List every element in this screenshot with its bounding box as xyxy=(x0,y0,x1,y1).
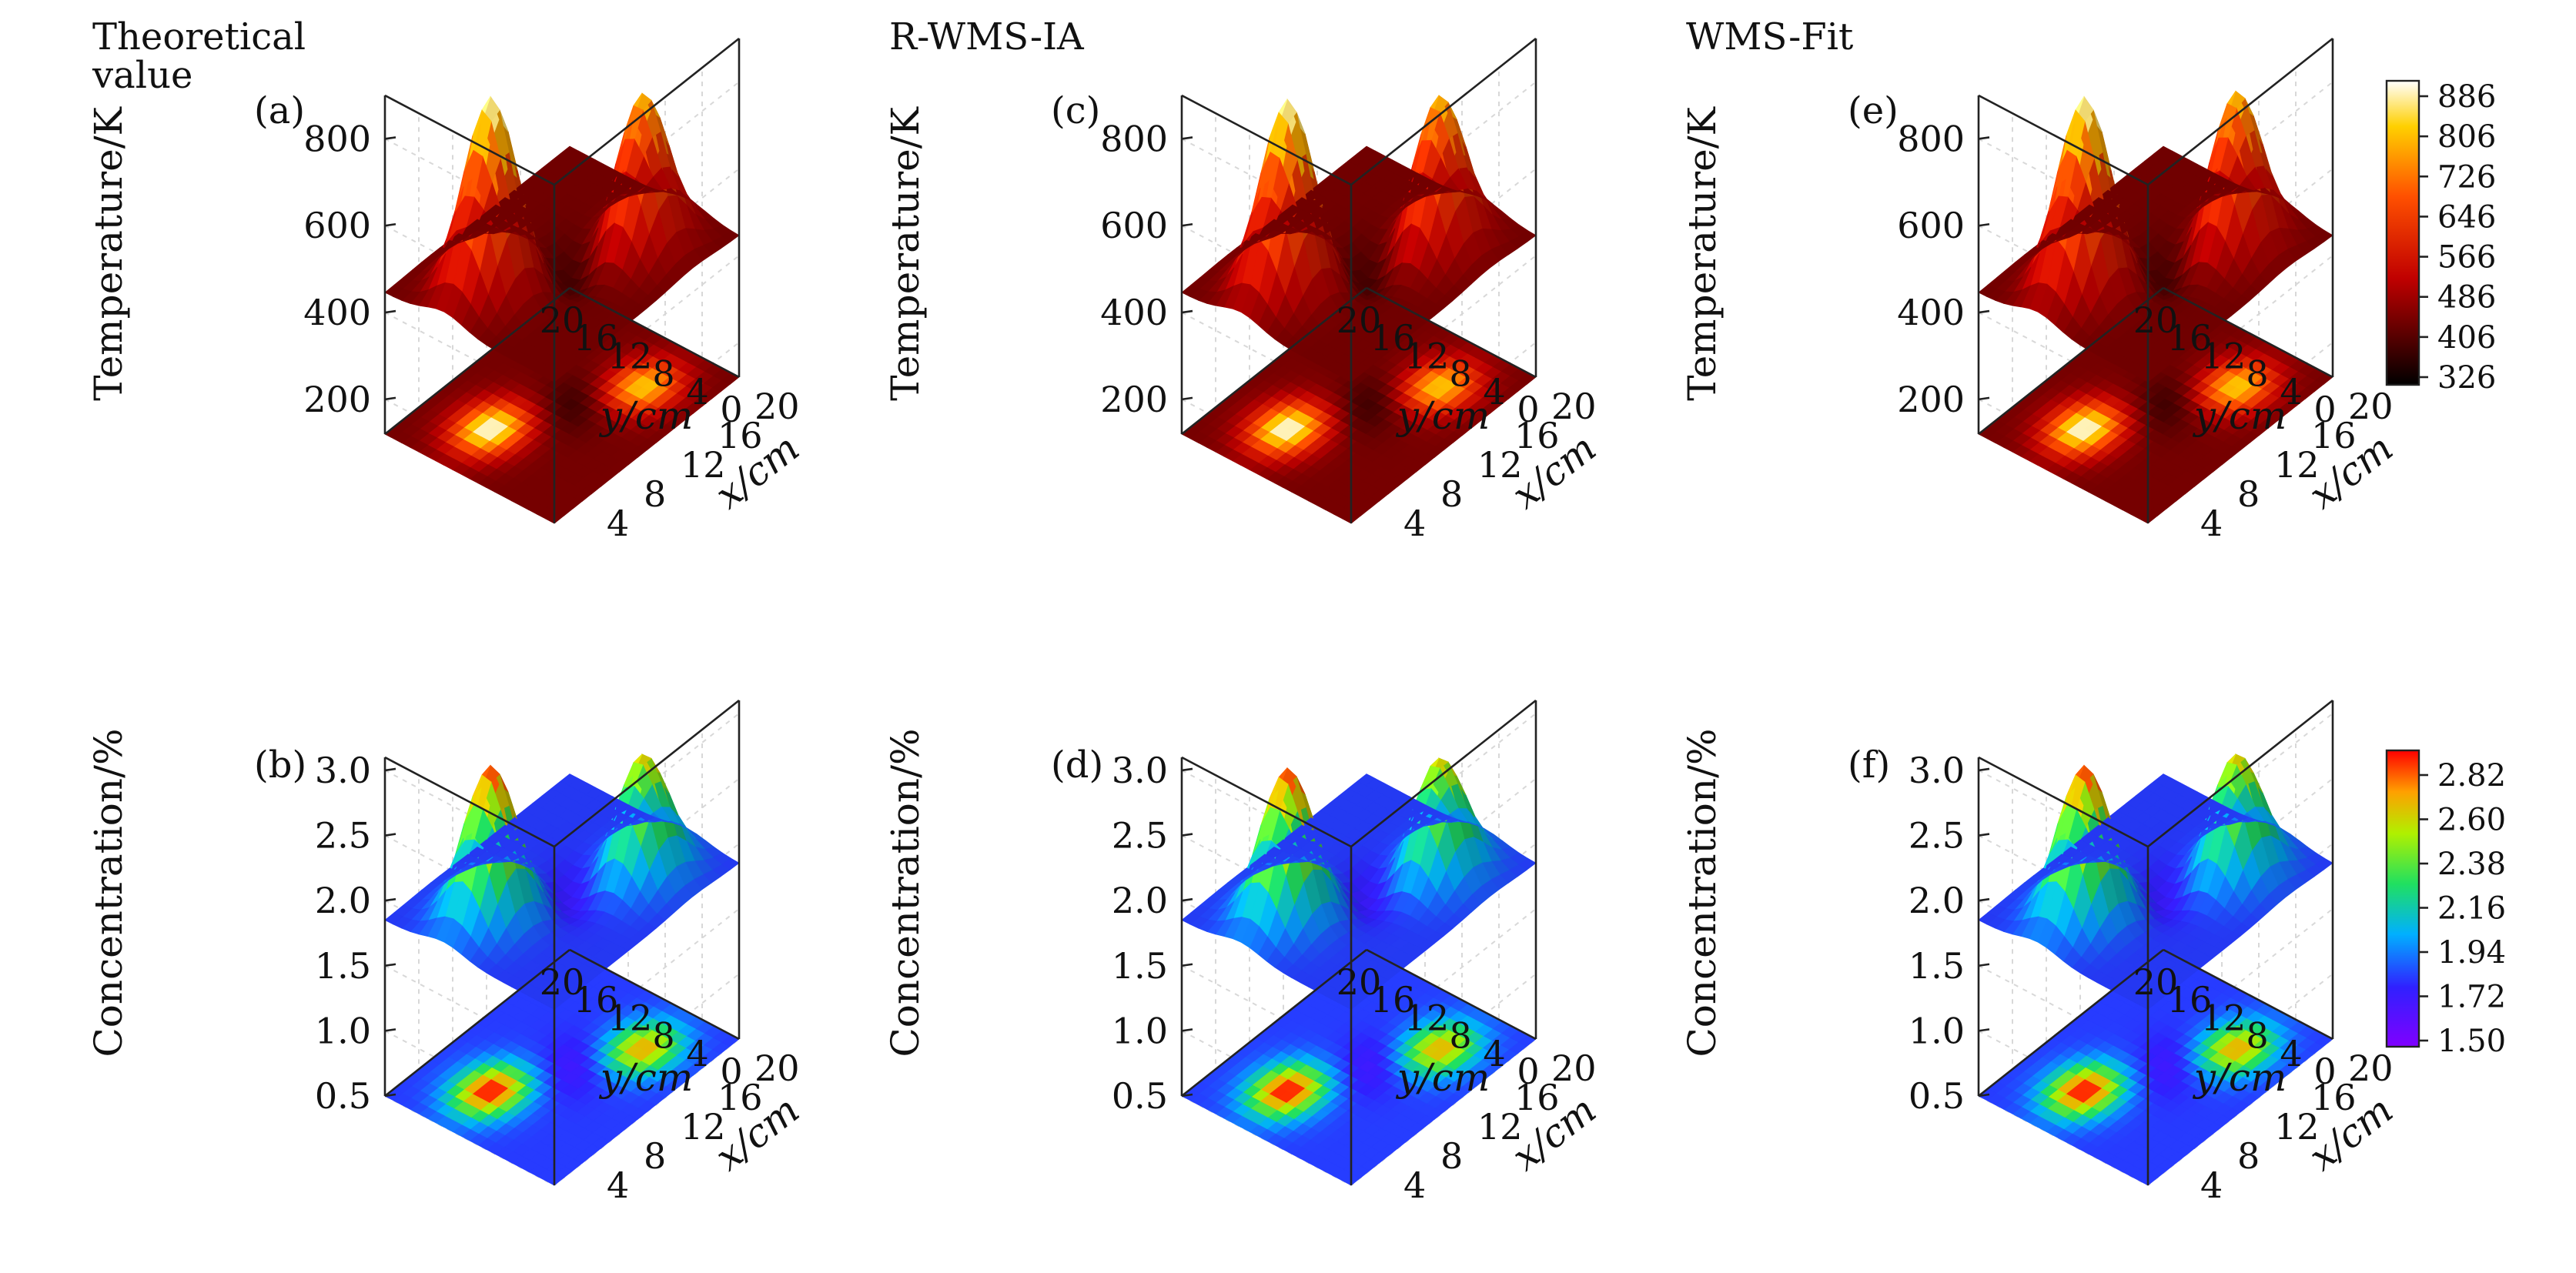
y-tick-label: 8 xyxy=(1449,353,1471,395)
x-tick-label: 8 xyxy=(644,1135,666,1177)
y-tick-label: 8 xyxy=(1449,1015,1471,1057)
x-tick-label: 20 xyxy=(754,1047,800,1089)
z-axis-label: Temperature/K xyxy=(1680,105,1725,400)
panel-title: Theoretical xyxy=(92,15,306,58)
axis-edge xyxy=(384,94,555,186)
z-tick-label: 600 xyxy=(1897,205,1965,246)
y-axis-label: y/cm xyxy=(2193,393,2287,438)
colorbar-label: 406 xyxy=(2437,320,2496,356)
y-tick-label: 20 xyxy=(540,299,585,341)
surface-cell xyxy=(384,284,403,297)
z-tick-label: 1.5 xyxy=(315,945,371,987)
y-tick-label: 4 xyxy=(686,371,708,413)
x-tick-label: 8 xyxy=(1440,1135,1463,1177)
x-tick-label: 4 xyxy=(1403,1164,1426,1206)
y-tick-label: 12 xyxy=(607,997,653,1038)
z-tick-label: 2.0 xyxy=(1112,880,1168,921)
z-tick-label: 600 xyxy=(303,205,371,246)
z-tick-label: 2.0 xyxy=(315,880,371,921)
z-tick-label: 1.5 xyxy=(1112,945,1168,987)
y-axis-label: y/cm xyxy=(599,393,694,438)
z-tick-label: 0.5 xyxy=(315,1075,371,1117)
z-tick-label: 2.5 xyxy=(1112,815,1168,857)
panel-label: (d) xyxy=(1051,743,1103,787)
colorbar-label: 886 xyxy=(2437,79,2496,115)
y-tick-label: 12 xyxy=(607,335,653,376)
z-tick xyxy=(384,309,396,314)
colorbar-label: 566 xyxy=(2437,240,2496,276)
x-tick-label: 8 xyxy=(644,473,666,515)
z-tick-label: 400 xyxy=(303,292,371,333)
z-axis-label: Temperature/K xyxy=(883,105,928,400)
colorbar-label: 806 xyxy=(2437,119,2496,155)
z-tick-label: 1.0 xyxy=(1112,1010,1168,1051)
x-tick-label: 4 xyxy=(1403,503,1426,544)
z-tick xyxy=(384,222,396,227)
z-tick-label: 200 xyxy=(303,379,371,420)
y-axis-label: y/cm xyxy=(1396,393,1490,438)
y-tick-label: 8 xyxy=(652,1015,674,1057)
panel-title: R-WMS-IA xyxy=(889,15,1085,58)
panel-label: (b) xyxy=(254,743,306,787)
z-tick-label: 200 xyxy=(1897,379,1965,420)
axis-edge xyxy=(569,286,740,379)
y-axis-label: y/cm xyxy=(1396,1055,1490,1100)
colorbar-label: 726 xyxy=(2437,159,2496,195)
colorbar xyxy=(2385,79,2420,386)
x-tick-label: 8 xyxy=(1440,473,1463,515)
colorbar-label: 326 xyxy=(2437,360,2496,396)
x-tick-label: 4 xyxy=(2200,503,2223,544)
x-tick-label: 16 xyxy=(718,415,763,456)
z-tick-label: 800 xyxy=(1897,118,1965,159)
y-tick-label: 12 xyxy=(2201,335,2246,376)
y-tick-label: 16 xyxy=(574,317,619,359)
z-tick-label: 3.0 xyxy=(315,750,371,791)
y-tick-label: 12 xyxy=(1404,335,1450,376)
panel-label: (c) xyxy=(1051,89,1100,132)
y-tick-label: 12 xyxy=(1404,997,1450,1038)
z-tick-label: 0.5 xyxy=(1112,1075,1168,1117)
y-tick-label: 0 xyxy=(720,389,742,430)
panel-title: WMS-Fit xyxy=(1686,15,1853,58)
x-tick-label: 4 xyxy=(607,503,629,544)
x-tick-label: 20 xyxy=(1551,386,1597,427)
z-tick xyxy=(384,136,396,140)
z-tick-label: 2.5 xyxy=(315,815,371,857)
colorbar-label: 646 xyxy=(2437,199,2496,235)
z-tick-label: 400 xyxy=(1100,292,1168,333)
z-tick xyxy=(384,396,396,401)
z-axis-label: Temperature/K xyxy=(86,105,131,400)
z-tick-label: 3.0 xyxy=(1112,750,1168,791)
x-tick-label: 20 xyxy=(1551,1047,1597,1089)
axis-edge xyxy=(384,286,570,436)
y-tick-label: 8 xyxy=(652,353,674,395)
x-tick-label: 4 xyxy=(607,1164,629,1206)
z-tick-label: 1.0 xyxy=(315,1010,371,1051)
z-axis-label: Concentration/% xyxy=(86,729,131,1057)
z-axis-label: Concentration/% xyxy=(883,729,928,1057)
z-tick-label: 800 xyxy=(1100,118,1168,159)
x-tick-label: 8 xyxy=(2237,473,2260,515)
colorbar-label: 486 xyxy=(2437,280,2496,316)
z-tick-label: 800 xyxy=(303,118,371,159)
x-tick-label: 20 xyxy=(754,386,800,427)
panel-title: value xyxy=(92,54,192,97)
z-tick-label: 400 xyxy=(1897,292,1965,333)
z-tick-label: 200 xyxy=(1100,379,1168,420)
panel-label: (a) xyxy=(254,89,305,132)
x-tick-label: 20 xyxy=(2348,386,2394,427)
y-tick-label: 8 xyxy=(2246,353,2268,395)
axis-edge xyxy=(554,37,740,186)
y-axis-label: y/cm xyxy=(599,1055,694,1100)
x-tick-label: 12 xyxy=(681,444,726,486)
panel-label: (e) xyxy=(1848,89,1899,132)
z-tick-label: 600 xyxy=(1100,205,1168,246)
